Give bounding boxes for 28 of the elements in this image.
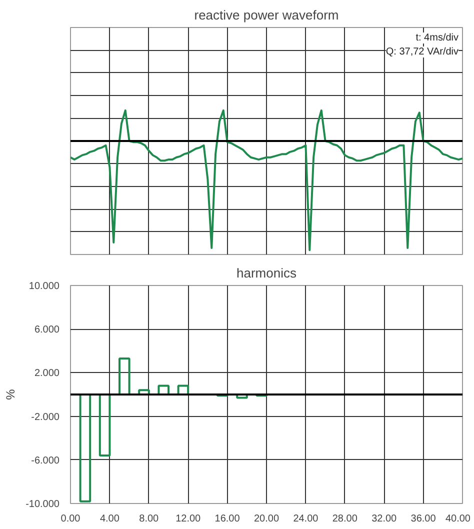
y-tick-label: 2.000: [34, 368, 60, 380]
x-tick-label: 28.00: [332, 514, 358, 524]
bar: [79, 394, 92, 502]
y-tick-label: -2.000: [31, 412, 60, 423]
x-tick-label: 32.00: [372, 514, 398, 524]
x-tick-label: 16.00: [214, 514, 240, 524]
x-tick-label: 36.00: [410, 514, 436, 524]
bar: [177, 384, 190, 396]
text: t: 4ms/div: [416, 32, 459, 44]
x-tick-label: 24.00: [293, 514, 319, 524]
bar: [98, 394, 111, 457]
bar: [118, 358, 130, 396]
text: Q: 37,72 VAr/div: [386, 46, 459, 58]
x-tick-label: 20.00: [254, 514, 280, 524]
x-tick-label: 0.00: [60, 514, 81, 524]
x-tick-label: 8.00: [139, 514, 160, 524]
chart-title: reactive power waveform: [194, 8, 339, 22]
bar: [256, 394, 268, 397]
x-tick-label: 12.00: [176, 514, 202, 524]
bar: [216, 394, 228, 397]
y-tick-label: -10.000: [26, 499, 60, 510]
y-tick-label: 10.000: [28, 281, 60, 292]
y-tick-label: 6.000: [34, 324, 60, 336]
x-tick-label: 40.00: [445, 514, 471, 524]
y-axis-title: %: [4, 388, 18, 400]
chart-title: harmonics: [236, 266, 297, 280]
y-tick-label: -6.000: [31, 455, 60, 466]
x-tick-label: 4.00: [100, 514, 120, 524]
